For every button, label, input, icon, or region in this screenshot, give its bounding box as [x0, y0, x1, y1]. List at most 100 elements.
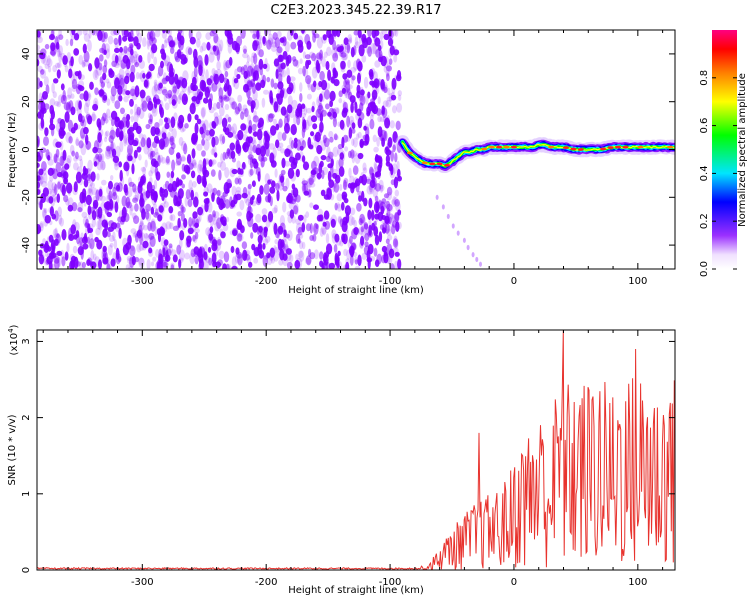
noise-dot [114, 100, 121, 110]
noise-dot [138, 257, 145, 269]
noise-dot [118, 68, 125, 79]
noise-dot [96, 160, 103, 171]
noise-dot [357, 254, 362, 267]
noise-dot [239, 199, 245, 211]
noise-dot [298, 250, 305, 262]
noise-dot [297, 226, 303, 236]
noise-dot [368, 183, 373, 191]
noise-dot [177, 118, 183, 130]
noise-dot [265, 235, 271, 243]
noise-dot [140, 90, 144, 102]
noise-dot [349, 235, 353, 244]
noise-dot [266, 253, 273, 266]
noise-dot [217, 161, 222, 168]
noise-dot [103, 43, 110, 53]
noise-dot [321, 169, 325, 180]
noise-dot [209, 75, 214, 84]
noise-dot [148, 170, 153, 177]
noise-dot [98, 62, 103, 71]
noise-dot [315, 108, 322, 118]
noise-dot [389, 263, 395, 269]
noise-dot [148, 97, 152, 106]
noise-dot [305, 255, 312, 266]
noise-dot [350, 149, 355, 159]
noise-dot [394, 212, 400, 222]
noise-dot [87, 159, 93, 172]
ridge-peak [548, 145, 555, 149]
noise-dot [186, 238, 191, 248]
noise-dot [170, 170, 175, 179]
noise-dot [229, 203, 234, 209]
noise-dot [337, 143, 343, 150]
noise-dot [278, 259, 284, 266]
noise-dot [363, 222, 369, 230]
noise-dot [342, 73, 348, 80]
noise-dot [188, 162, 194, 170]
noise-dot [56, 250, 63, 256]
noise-dot [216, 115, 223, 125]
noise-dot [77, 240, 83, 247]
noise-dot [279, 54, 283, 62]
noise-dot [230, 101, 236, 110]
noise-dot [333, 133, 338, 141]
noise-dot [223, 251, 230, 263]
noise-dot [280, 169, 286, 176]
noise-dot [343, 197, 349, 204]
noise-dot [61, 184, 66, 196]
noise-dot [104, 131, 108, 139]
noise-dot [317, 98, 323, 104]
noise-dot [121, 195, 127, 207]
noise-dot [376, 168, 381, 180]
noise-dot [214, 152, 218, 158]
noise-dot [339, 119, 345, 130]
noise-dot [104, 136, 108, 143]
noise-dot [127, 177, 133, 187]
noise-dot [303, 214, 307, 224]
noise-dot [212, 261, 217, 268]
noise-dot [253, 53, 258, 65]
noise-dot [338, 166, 345, 177]
noise-dot [379, 184, 384, 193]
noise-dot [73, 234, 78, 240]
noise-dot [37, 65, 43, 73]
noise-dot [360, 86, 364, 98]
noise-dot [326, 30, 332, 39]
noise-dot [202, 159, 210, 166]
x-tick-label: 100 [628, 276, 647, 287]
noise-dot [121, 49, 127, 56]
noise-dot [291, 99, 298, 110]
noise-dot [158, 118, 164, 126]
noise-dot [204, 86, 210, 99]
noise-dot [234, 68, 238, 78]
noise-dot [270, 160, 277, 168]
noise-dot [342, 41, 347, 54]
noise-dot [237, 233, 244, 242]
noise-dot [181, 93, 188, 105]
noise-dot [379, 39, 384, 50]
noise-dot [303, 106, 308, 116]
noise-dot [115, 127, 121, 138]
noise-dot [51, 167, 56, 175]
noise-dot [223, 96, 230, 102]
noise-dot [185, 46, 192, 56]
noise-dot [335, 51, 339, 59]
noise-dot [196, 174, 202, 185]
noise-dot [55, 162, 61, 173]
noise-dot [300, 30, 306, 34]
noise-dot [354, 41, 361, 49]
noise-dot [260, 79, 266, 89]
noise-dot [271, 180, 276, 188]
noise-dot [121, 30, 125, 37]
noise-dot [172, 98, 176, 106]
noise-dot [280, 62, 286, 70]
noise-dot [353, 30, 359, 36]
ridge-peak [503, 145, 510, 149]
noise-dot [150, 191, 154, 197]
noise-dot [71, 202, 78, 212]
noise-dot [75, 171, 82, 184]
noise-dot [273, 247, 280, 253]
noise-dot [129, 51, 134, 63]
noise-dot [108, 190, 113, 202]
noise-dot [211, 136, 216, 148]
